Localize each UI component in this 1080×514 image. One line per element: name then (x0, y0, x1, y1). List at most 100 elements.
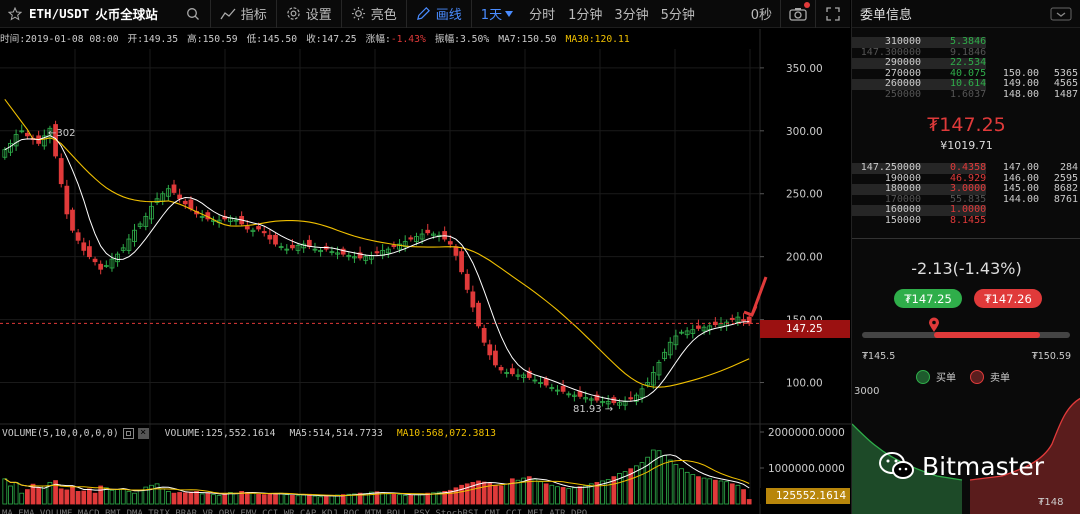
bid-price: 150000 (884, 214, 921, 226)
exchange-label: 火币全球站 (95, 7, 158, 22)
volume-bar (481, 481, 487, 505)
search-button[interactable] (186, 0, 210, 28)
volume-bar (673, 463, 679, 505)
ask-row[interactable]: 270000 40.075 150.00 5365 (852, 67, 1080, 80)
bid-row[interactable]: 150000 8.1455 (852, 214, 1080, 227)
volume-bar (735, 484, 741, 505)
ask-row[interactable]: 147.300000 9.1846 (852, 47, 1080, 59)
top-toolbar: ETH/USDT 火币全球站 指标 设置 亮色 画线 1天 分时 1分钟 3分钟… (0, 0, 850, 28)
volume-bar (498, 485, 504, 505)
candle-body (109, 258, 115, 269)
buy-price-button[interactable]: ₮147.25 (894, 289, 962, 308)
red-arrow-annotation (743, 276, 768, 317)
ask-row[interactable]: 260000 10.614 149.00 4565 (852, 78, 1080, 90)
candle-body (75, 232, 81, 241)
info-time: 时间:2019-01-08 08:00 (0, 34, 119, 45)
star-icon[interactable] (8, 6, 22, 21)
candle-body (408, 237, 414, 240)
volume-bar (290, 494, 295, 505)
candle-body (701, 326, 707, 332)
candle-body (543, 378, 549, 386)
volume-bar (171, 492, 177, 505)
volume-close-icon[interactable]: × (137, 427, 149, 439)
ask-row[interactable]: 290000 22.534 (852, 57, 1080, 69)
settings-button[interactable]: 设置 (277, 0, 341, 28)
volume-bar (622, 471, 628, 505)
brightness-label: 亮色 (370, 8, 397, 23)
candle-body (656, 361, 662, 376)
candle-body (312, 248, 318, 251)
ask-list: 310000 5.3846 147.300000 9.1846 290000 22.534… (852, 36, 1080, 101)
period-3m[interactable]: 3分钟 (608, 0, 654, 28)
volume-bar (70, 485, 75, 505)
price-tick-label: 250.00 (786, 189, 823, 201)
camera-icon (789, 7, 807, 21)
brightness-button[interactable]: 亮色 (342, 0, 406, 28)
volume-bar (526, 476, 532, 505)
candle-body (634, 394, 639, 402)
volume-bar (36, 487, 42, 505)
candle-body (526, 370, 532, 378)
volume-bar (126, 490, 132, 505)
volume-bar (177, 492, 183, 505)
volume-bar (515, 479, 521, 505)
legend-buy-label: 买单 (936, 373, 956, 384)
bid-row[interactable]: 170000 55.835 144.00 8761 (852, 194, 1080, 206)
price-change: -2.13(-1.43%) (911, 259, 1022, 278)
candle-body (199, 215, 205, 218)
depth-chart[interactable] (852, 384, 1080, 514)
fullscreen-button[interactable] (816, 0, 850, 28)
candle-body (64, 185, 70, 215)
sell-price-button[interactable]: ₮147.26 (974, 289, 1042, 308)
candle-body (504, 372, 510, 374)
volume-bar (352, 493, 357, 505)
volume-bar (92, 492, 98, 505)
volume-bar (188, 491, 194, 505)
volume-bar (81, 490, 87, 505)
volume-settings-icon[interactable] (122, 427, 134, 439)
symbol-selector[interactable]: ETH/USDT 火币全球站 (0, 0, 158, 28)
period-5m[interactable]: 5分钟 (655, 0, 701, 28)
collapse-icon[interactable] (1050, 7, 1072, 21)
watermark-text: Bitmaster (922, 451, 1045, 481)
volume-bar (222, 493, 228, 505)
indicator-button[interactable]: 指标 (211, 0, 276, 28)
period-day-selector[interactable]: 1天 (472, 0, 522, 28)
bid-row[interactable]: 147.250000 0.4358 147.00 284 (852, 162, 1080, 174)
volume-bar (132, 492, 137, 505)
candle-body (143, 215, 149, 227)
settings-label: 设置 (305, 8, 332, 23)
volume-bar (295, 495, 301, 505)
bid-amount: 46.929 (950, 172, 987, 184)
draw-button[interactable]: 画线 (407, 0, 471, 28)
chart-line-icon (220, 8, 236, 19)
ask-p: 148.00 (1002, 88, 1039, 100)
candle-body (673, 335, 679, 346)
volume-bar (2, 478, 8, 505)
candle-body (149, 205, 154, 220)
volume-bar (273, 493, 278, 505)
period-1m[interactable]: 1分钟 (562, 0, 608, 28)
bid-row[interactable]: 160000 1.0000 (852, 204, 1080, 216)
period-timeshare[interactable]: 分时 (522, 0, 562, 28)
screenshot-button[interactable] (781, 0, 815, 28)
candle-body (385, 248, 391, 254)
candle-body (177, 194, 183, 200)
ask-p: 150.00 (1002, 67, 1039, 79)
ask-row[interactable]: 310000 5.3846 (852, 36, 1080, 48)
candle-body (566, 393, 572, 396)
volume-bar (13, 481, 19, 505)
info-low: 低:145.50 (246, 34, 298, 45)
candle-body (87, 246, 92, 258)
volume-bar (707, 478, 713, 505)
volume-bar (431, 492, 436, 505)
indicator-tabs[interactable]: MA EMA VOLUME MACD BMI DMA TRIX BRAR VR … (2, 509, 588, 514)
candle-body (476, 302, 481, 327)
volume-bar (149, 484, 154, 505)
bid-row[interactable]: 180000 3.0000 145.00 8682 (852, 183, 1080, 195)
ask-row[interactable]: 250000 1.6037 148.00 1487 (852, 88, 1080, 101)
bid-row[interactable]: 190000 46.929 146.00 2595 (852, 172, 1080, 185)
volume-bar (318, 496, 323, 505)
volume-bar (58, 488, 64, 505)
